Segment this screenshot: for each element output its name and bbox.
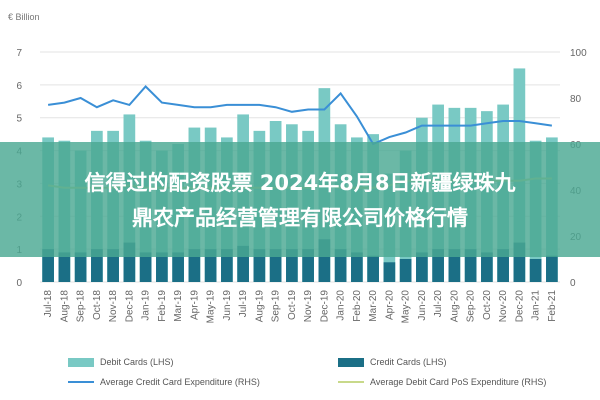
x-tick-label: May-20 xyxy=(401,290,412,324)
x-tick-label: Aug-20 xyxy=(449,290,460,323)
x-tick-label: May-19 xyxy=(206,290,217,324)
x-axis-ticks: Jul-18 Aug-18 Sep-18 Oct-18 Nov-18 Dec-18 Jan-… xyxy=(43,290,558,324)
credit-card-bar xyxy=(74,252,87,282)
x-tick-label: Apr-20 xyxy=(384,290,395,320)
credit-card-bar xyxy=(464,249,477,282)
credit-card-bar xyxy=(172,252,184,282)
credit-card-bar xyxy=(253,249,266,282)
x-tick-label: Jun-19 xyxy=(222,290,233,321)
x-tick-label: Mar-19 xyxy=(173,290,184,322)
left-tick-label: 7 xyxy=(16,48,22,59)
x-tick-label: Nov-20 xyxy=(498,290,509,323)
legend-label: Debit Cards (LHS) xyxy=(100,357,174,367)
credit-card-bar xyxy=(204,249,217,282)
credit-card-bar xyxy=(513,242,526,282)
credit-card-bar xyxy=(269,249,282,282)
left-axis-unit: € Billion xyxy=(8,12,40,22)
x-tick-label: Jul-19 xyxy=(238,290,249,318)
x-tick-label: Jul-20 xyxy=(433,290,444,318)
credit-card-bar xyxy=(529,259,542,282)
credit-card-bar xyxy=(432,249,444,282)
credit-card-bar xyxy=(334,249,347,282)
credit-card-bar xyxy=(221,249,233,282)
right-tick-label: 0 xyxy=(570,278,576,289)
x-tick-label: Oct-20 xyxy=(482,290,493,320)
x-tick-label: Aug-18 xyxy=(59,290,70,323)
x-tick-label: Dec-18 xyxy=(124,290,135,323)
credit-card-bar xyxy=(416,252,428,282)
credit-card-bar xyxy=(156,252,168,282)
credit-expenditure-line xyxy=(47,85,553,146)
banner-background xyxy=(0,142,600,257)
credit-card-bar xyxy=(42,249,54,282)
legend-label: Average Credit Card Expenditure (RHS) xyxy=(100,377,260,387)
x-tick-label: Jul-18 xyxy=(43,290,54,318)
credit-card-bar xyxy=(107,249,119,282)
x-tick-label: Jan-19 xyxy=(141,290,152,321)
credit-card-bar xyxy=(351,252,363,282)
credit-card-bar xyxy=(481,252,493,282)
x-tick-label: Jan-20 xyxy=(336,290,347,321)
credit-card-bar xyxy=(302,249,314,282)
x-tick-label: Jan-21 xyxy=(531,290,542,321)
credit-card-bar xyxy=(383,262,396,282)
credit-card-bar xyxy=(286,249,298,282)
credit-card-bar xyxy=(188,249,201,282)
x-tick-label: Aug-19 xyxy=(254,290,265,323)
x-tick-label: Sep-18 xyxy=(76,290,87,323)
legend-label: Credit Cards (LHS) xyxy=(370,357,447,367)
left-tick-label: 6 xyxy=(16,81,22,92)
legend-swatch xyxy=(68,358,94,367)
x-tick-label: Feb-19 xyxy=(157,290,168,322)
credit-card-bar xyxy=(448,249,461,282)
x-tick-label: Sep-19 xyxy=(271,290,282,323)
legend: Debit Cards (LHS) Credit Cards (LHS) Avera… xyxy=(68,357,546,387)
x-tick-label: Apr-19 xyxy=(189,290,200,320)
banner-line-1: 信得过的配资股票 2024年8月8日新疆绿珠九 xyxy=(85,171,516,195)
x-tick-label: Dec-20 xyxy=(514,290,525,323)
credit-card-bar xyxy=(91,249,103,282)
credit-card-bar xyxy=(318,239,331,282)
credit-card-bar xyxy=(497,249,509,282)
x-tick-label: Nov-19 xyxy=(303,290,314,323)
credit-card-bar xyxy=(237,245,249,282)
x-tick-label: Feb-21 xyxy=(547,290,558,322)
x-tick-label: Sep-20 xyxy=(466,290,477,323)
credit-card-bar xyxy=(139,252,152,282)
right-tick-label: 80 xyxy=(570,94,582,105)
x-tick-label: Dec-19 xyxy=(319,290,330,323)
x-tick-label: Jun-20 xyxy=(417,290,428,321)
x-tick-label: Nov-18 xyxy=(108,290,119,323)
banner-line-2: 鼎农产品经营管理有限公司价格行情 xyxy=(132,206,468,230)
x-tick-label: Mar-20 xyxy=(368,290,379,322)
credit-card-bar xyxy=(58,252,71,282)
credit-card-bar xyxy=(123,242,136,282)
credit-card-bar xyxy=(367,255,379,282)
x-tick-label: Oct-18 xyxy=(92,290,103,320)
right-tick-label: 100 xyxy=(570,48,587,59)
x-tick-label: Oct-19 xyxy=(287,290,298,320)
legend-swatch xyxy=(338,358,364,367)
credit-card-bar xyxy=(399,259,412,282)
legend-label: Average Debit Card PoS Expenditure (RHS) xyxy=(370,377,546,387)
left-tick-label: 5 xyxy=(16,114,22,125)
left-tick-label: 0 xyxy=(16,278,22,289)
title-banner: 信得过的配资股票 2024年8月8日新疆绿珠九 鼎农产品经营管理有限公司价格行情 xyxy=(0,142,600,257)
x-tick-label: Feb-20 xyxy=(352,290,363,322)
credit-card-bar xyxy=(546,255,558,282)
